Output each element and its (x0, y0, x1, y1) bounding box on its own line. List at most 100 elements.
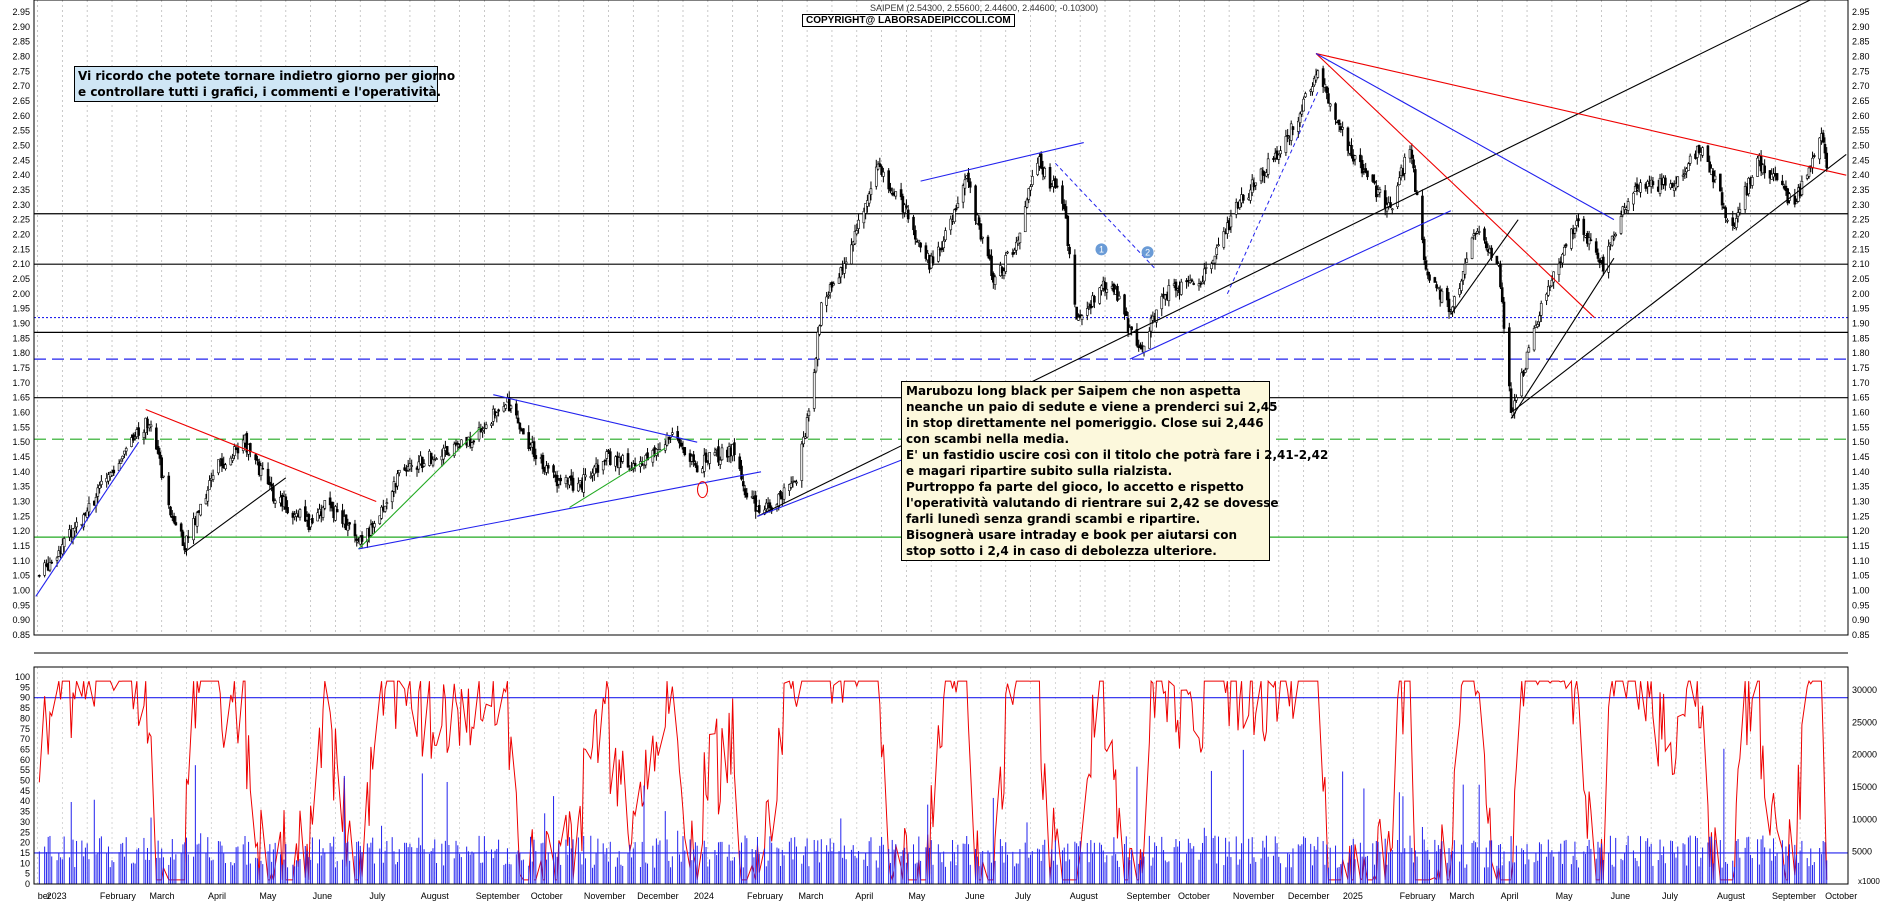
candle-body (990, 255, 993, 277)
candle-body (807, 410, 811, 416)
candle-body (397, 469, 401, 474)
price-tick-label: 1.70 (12, 378, 30, 388)
candle-body (878, 163, 882, 167)
candle-body (137, 427, 140, 436)
x-tick-label: 2024 (694, 891, 714, 901)
price-tick-label: 0.85 (1852, 630, 1870, 640)
candle-body (1639, 182, 1642, 193)
candle-body (1614, 233, 1618, 236)
price-tick-label: 2.95 (1852, 7, 1870, 17)
x-tick-label: September (1772, 891, 1816, 901)
candle-body (460, 439, 463, 447)
candle-body (380, 506, 383, 519)
price-tick-label: 1.75 (1852, 363, 1870, 373)
volume-tick-label: 25000 (1852, 717, 1877, 727)
candle-body (779, 490, 782, 497)
price-tick-label: 1.05 (12, 571, 30, 581)
candle-body (1077, 317, 1080, 321)
trend-line (358, 426, 482, 550)
candle-body (1484, 241, 1488, 249)
candle-body (887, 170, 890, 190)
candle-body (1302, 98, 1305, 112)
x-tick-label: October (1178, 891, 1210, 901)
volume-tick-label: 10000 (1852, 814, 1877, 824)
candle-body (38, 575, 41, 577)
candle-body (149, 424, 153, 428)
candle-body (261, 468, 265, 470)
price-tick-label: 2.15 (12, 244, 30, 254)
candle-body (906, 209, 910, 220)
candle-body (596, 464, 600, 473)
candle-body (1818, 137, 1821, 160)
trend-line (1226, 91, 1319, 295)
candle-body (981, 236, 984, 239)
candle-body (882, 171, 885, 177)
candle-body (119, 460, 123, 464)
candle-body (1557, 263, 1561, 275)
x-tick-label: November (1233, 891, 1275, 901)
candle-body (456, 443, 460, 445)
candle-body (720, 447, 724, 461)
trend-line (1510, 257, 1615, 419)
oscillator-tick-label: 10 (20, 858, 30, 868)
price-tick-label: 2.90 (1852, 22, 1870, 32)
candle-body (1289, 123, 1293, 141)
candle-body (1346, 127, 1350, 151)
volume-tick-label: 5000 (1852, 847, 1872, 857)
reminder-note: Vi ricordo che potete tornare indietro g… (74, 66, 456, 102)
price-tick-label: 0.85 (12, 630, 30, 640)
candle-body (1552, 271, 1555, 283)
reminder-line: Vi ricordo che potete tornare indietro g… (78, 69, 456, 83)
price-tick-label: 1.85 (1852, 333, 1870, 343)
candle-body (1359, 154, 1362, 163)
candle-body (1002, 270, 1006, 276)
candle-body (789, 483, 793, 488)
candle-body (1015, 241, 1018, 251)
candle-body (1807, 167, 1811, 177)
candle-body (1646, 181, 1649, 187)
candle-body (977, 217, 981, 226)
candle-body (901, 196, 905, 213)
candle-body (1793, 195, 1797, 205)
candle-body (160, 457, 163, 478)
candle-body (256, 459, 259, 461)
candle-body (1093, 296, 1096, 303)
candle-body (1564, 244, 1568, 247)
candle-body (1701, 147, 1704, 156)
candle-body (112, 469, 116, 474)
candle-body (1025, 199, 1029, 208)
candle-body (1238, 200, 1242, 208)
price-tick-label: 2.70 (12, 81, 30, 91)
candle-body (1148, 331, 1151, 349)
volume-tick-label: 15000 (1852, 782, 1877, 792)
candle-body (123, 450, 126, 455)
candle-body (121, 455, 124, 460)
candle-body (899, 189, 903, 198)
candle-body (825, 296, 828, 306)
price-tick-label: 2.10 (1852, 259, 1870, 269)
price-tick-label: 2.85 (12, 37, 30, 47)
candle-body (866, 200, 869, 207)
candle-body (1297, 120, 1300, 132)
candle-body (954, 208, 958, 211)
candle-body (843, 263, 846, 274)
candle-body (1596, 252, 1600, 259)
candle-body (522, 428, 525, 435)
candle-body (179, 523, 183, 532)
oscillator-tick-label: 55 (20, 765, 30, 775)
candle-body (1724, 207, 1727, 218)
candle-body (917, 239, 921, 243)
trend-line (493, 394, 698, 443)
candle-body (298, 509, 302, 518)
candle-body (1137, 345, 1141, 349)
candle-body (1217, 244, 1220, 247)
candle-body (1135, 328, 1139, 346)
candle-body (452, 443, 456, 456)
price-tick-label: 2.00 (12, 289, 30, 299)
candle-body (169, 506, 172, 516)
candle-body (905, 205, 908, 208)
candle-body (479, 428, 483, 433)
candle-body (266, 468, 270, 485)
price-tick-label: 1.65 (1852, 393, 1870, 403)
candle-body (369, 524, 373, 536)
